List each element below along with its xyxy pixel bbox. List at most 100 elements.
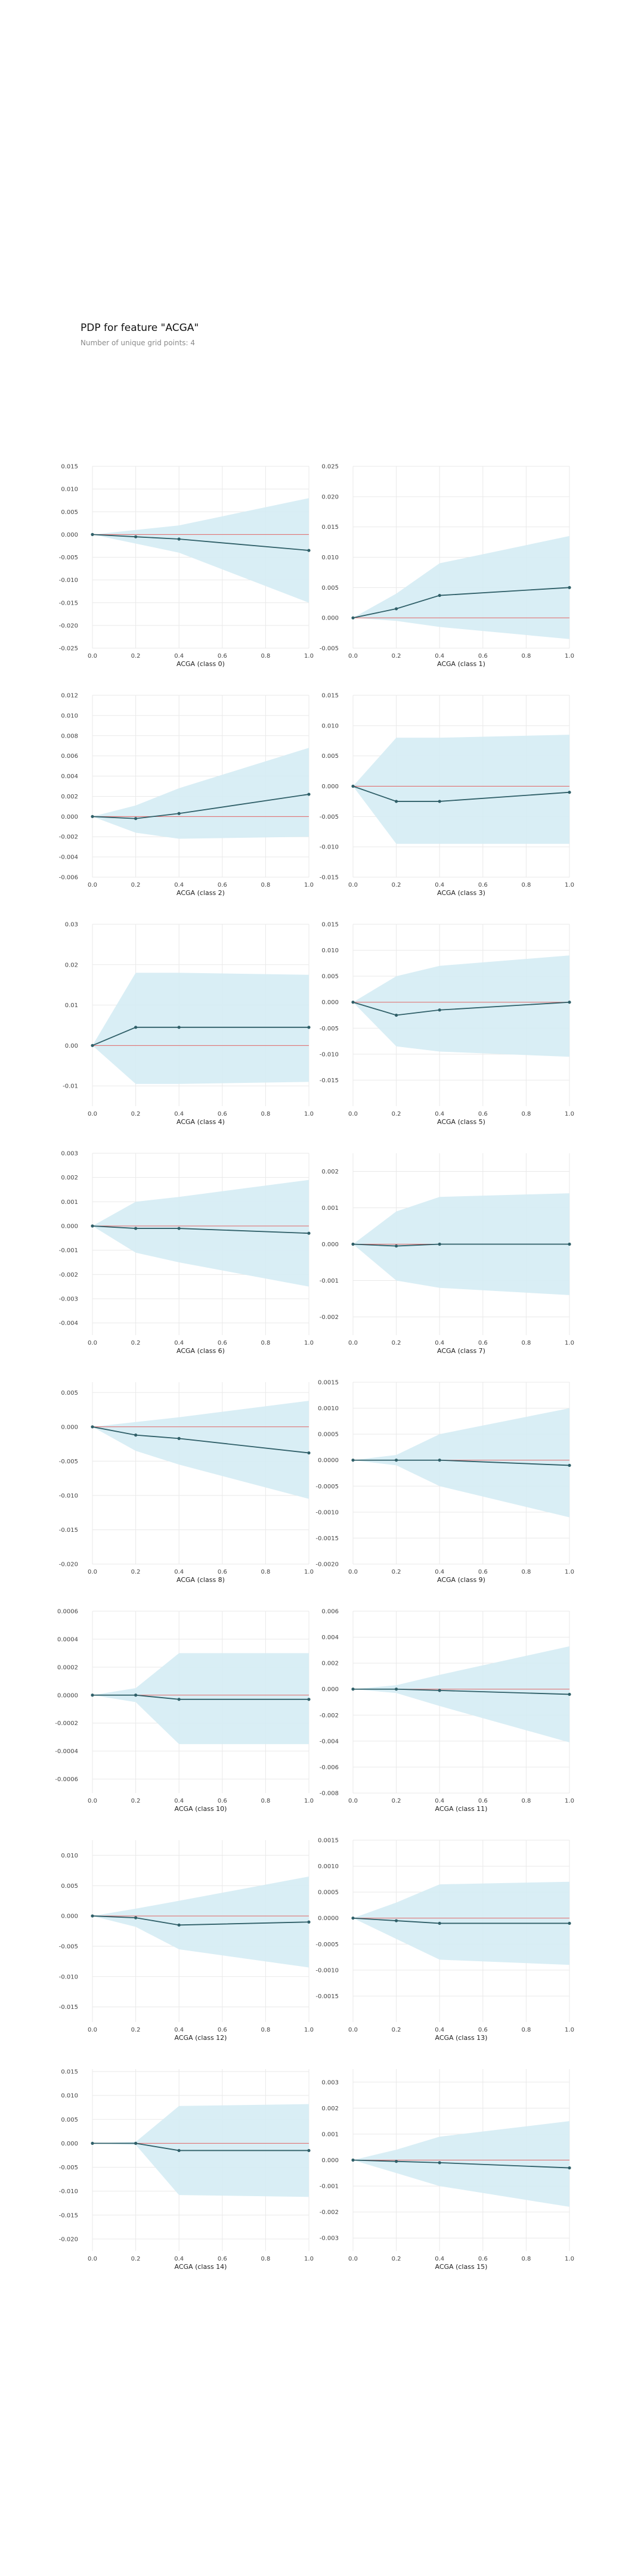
confidence-band [353,735,569,844]
y-tick-label: -0.0006 [55,1776,78,1783]
y-tick-label: -0.001 [59,1247,78,1254]
y-tick-label: -0.005 [320,1026,339,1032]
x-tick-label: 0.0 [88,2027,97,2033]
pdp-line [92,1915,309,1926]
pdp-point [91,2141,94,2145]
y-tick-label: 0.012 [61,693,78,699]
x-tick-label: 0.6 [218,882,227,888]
pdp-point [307,1231,311,1235]
pdp-point [91,1425,94,1429]
pdp-point [134,1026,138,1029]
x-tick-label: 0.4 [174,1569,184,1575]
pdp-point [568,2166,571,2170]
x-axis-label: ACGA (class 5) [437,1118,485,1126]
pdp-point [134,1916,138,1919]
y-tick-label: -0.020 [59,2236,78,2243]
pdp-chart-class-9: 0.0 0.2 0.4 0.6 0.8 1.0 0.0015 0.0010 0.0005 0.00… [315,1380,574,1584]
x-tick-label: 0.6 [478,882,488,888]
x-tick-label: 0.4 [174,653,184,660]
pdp-point [177,1436,181,1440]
x-tick-label: 0.8 [521,2027,531,2033]
y-tick-label: 0.005 [321,974,339,980]
pdp-point [177,537,181,541]
y-tick-label: -0.015 [59,2004,78,2011]
pdp-point [395,1919,398,1922]
y-tick-label: 0.0002 [57,1664,78,1671]
x-axis-label: ACGA (class 6) [177,1347,225,1355]
y-tick-label: -0.0010 [315,1967,339,1974]
y-tick-label: -0.002 [320,2209,339,2216]
pdp-point [395,1013,398,1017]
y-tick-label: 0.006 [61,753,78,760]
pdp-chart-class-10: 0.0 0.2 0.4 0.6 0.8 1.0 0.0006 0.0004 0.0002 0.00… [55,1609,314,1813]
x-tick-label: 0.0 [348,653,358,660]
y-tick-label: 0.0015 [318,1380,339,1386]
y-tick-label: 0.0004 [57,1636,78,1643]
y-tick-label: 0.006 [321,1609,339,1615]
pdp-point [134,2141,138,2145]
pdp-line [352,1917,569,1924]
y-tick-label: 0.002 [61,794,78,800]
y-tick-label: -0.015 [59,2212,78,2219]
pdp-line [352,1001,570,1016]
y-tick-label: -0.002 [59,834,78,841]
x-tick-label: 1.0 [565,2027,574,2033]
x-tick-label: 0.4 [435,653,444,660]
y-tick-label: 0.000 [61,1424,78,1431]
pdp-line [92,1026,309,1046]
x-tick-label: 1.0 [565,1340,574,1346]
x-tick-label: 1.0 [565,882,574,888]
y-tick-label: -0.006 [320,1764,339,1771]
x-tick-label: 0.0 [88,1340,97,1346]
confidence-band [92,1653,309,1744]
y-tick-label: 0.0006 [57,1609,78,1615]
y-tick-label: 0.003 [61,1151,78,1157]
y-tick-label: -0.0015 [315,1535,339,1542]
pdp-chart-class-15: 0.0 0.2 0.4 0.6 0.8 1.0 0.003 0.002 0.001 0.000 -0… [320,2069,574,2271]
pdp-point [91,1693,94,1697]
y-tick-label: 0.000 [321,1241,339,1248]
y-tick-label: 0.000 [61,814,78,821]
y-tick-label: -0.001 [320,1278,339,1284]
y-tick-label: -0.002 [320,1713,339,1719]
pdp-point [351,2158,355,2162]
pdp-point [134,1227,138,1230]
y-tick-label: 0.000 [321,999,339,1006]
pdp-line [353,1459,570,1466]
x-tick-label: 0.8 [521,1569,531,1575]
x-tick-label: 0.6 [218,653,227,660]
y-tick-label: 0.010 [61,2093,78,2100]
y-tick-label: 0.0015 [318,1838,339,1844]
y-tick-label: 0.005 [61,509,78,516]
y-tick-label: 0.005 [61,1390,78,1397]
x-tick-label: 0.6 [478,1111,488,1117]
pdp-point [351,784,355,788]
pdp-point [177,812,181,815]
pdp-chart-class-8: 0.0 0.2 0.4 0.6 0.8 1.0 0.005 0.000 -0.005 -0.010… [59,1382,314,1584]
chart-header: PDP for feature "ACGA" Number of unique … [80,322,558,347]
pdp-point [351,616,355,620]
pdp-chart-class-1: 0.0 0.2 0.4 0.6 0.8 1.0 0.025 0.020 0.015 0.010 0.… [320,464,574,668]
y-tick-label: 0.0000 [318,1915,339,1922]
y-tick-label: -0.0005 [315,1942,339,1948]
x-tick-label: 1.0 [304,882,314,888]
x-tick-label: 0.8 [521,1798,531,1804]
x-tick-label: 0.0 [88,1111,97,1117]
x-tick-label: 1.0 [304,2027,314,2033]
y-tick-label: -0.010 [59,1974,78,1980]
y-tick-label: -0.020 [59,1562,78,1568]
pdp-line [352,785,570,802]
y-tick-label: -0.01 [63,1083,78,1090]
y-tick-label: 0.015 [61,2069,78,2076]
pdp-point [307,1698,311,1701]
y-tick-label: 0.01 [65,1002,78,1009]
x-tick-label: 0.8 [261,1340,270,1346]
x-tick-label: 0.6 [478,2256,488,2262]
pdp-point [568,791,571,794]
x-tick-label: 1.0 [565,653,574,660]
y-tick-label: -0.0010 [315,1509,339,1516]
pdp-line [352,587,570,619]
pdp-point [568,1001,571,1004]
page-title: PDP for feature "ACGA" [80,322,199,334]
x-tick-label: 0.8 [521,1340,531,1346]
